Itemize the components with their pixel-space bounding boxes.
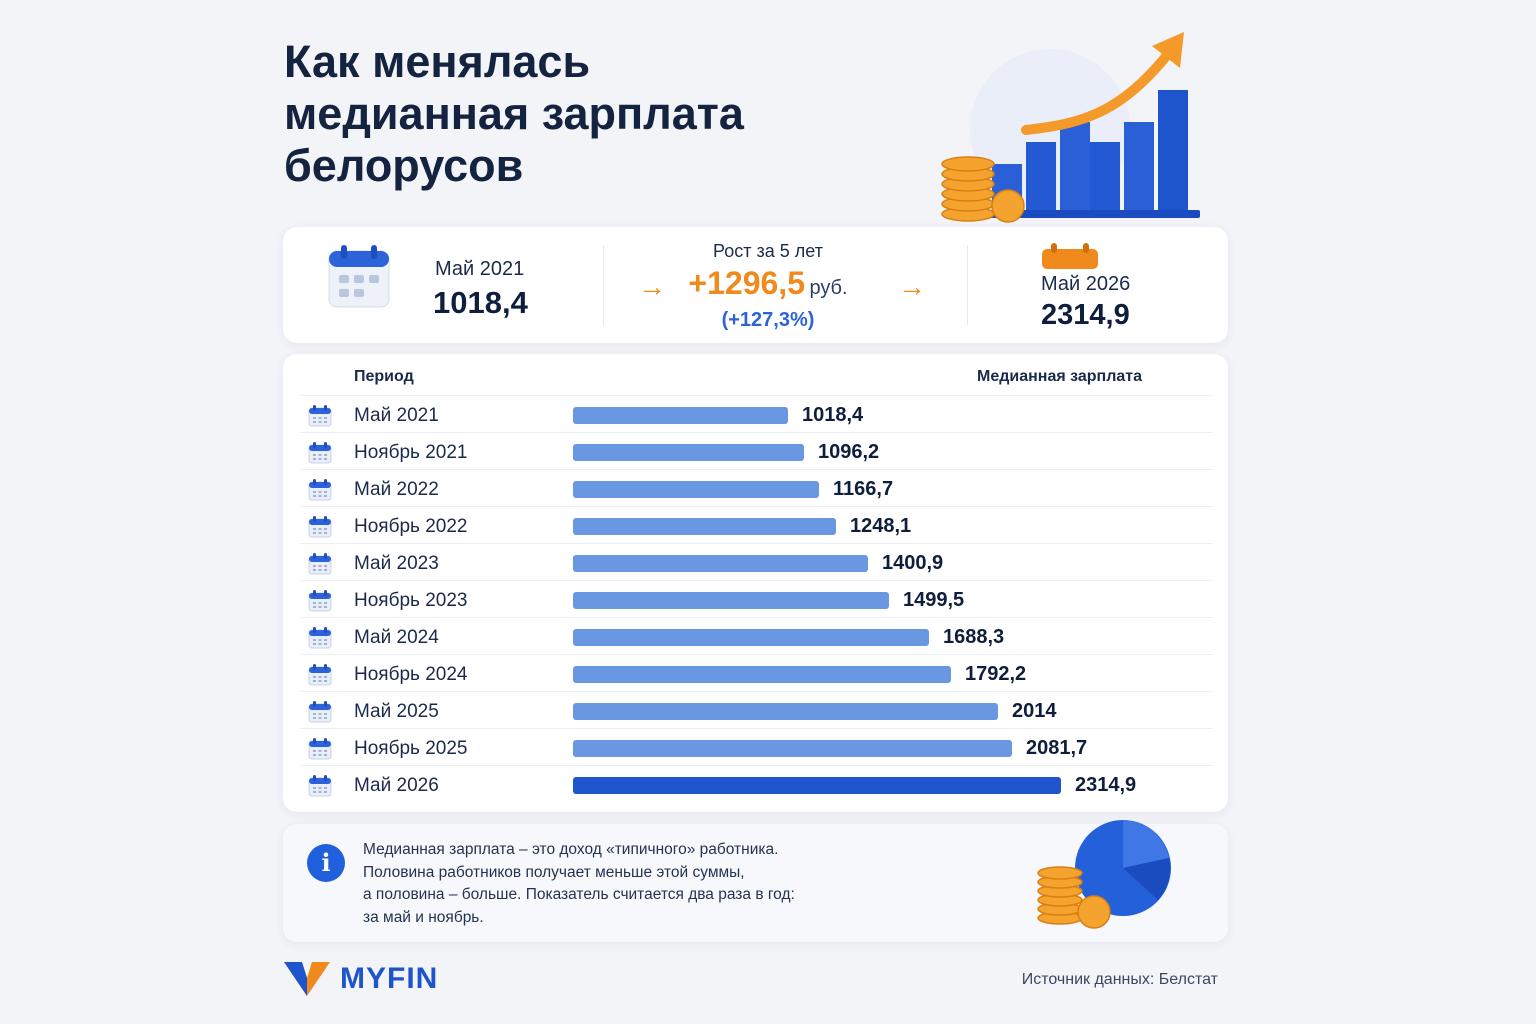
period-label: Май 2023 [354,553,439,574]
note-line-4: за май и ноябрь. [363,908,484,926]
salary-value: 2314,9 [1075,774,1137,796]
table-row: Ноябрь 2024 1792,2 [300,654,1213,691]
calendar-icon [308,405,332,427]
salary-table-card: Период Медианная зарплата Май 2021 1018,4… [283,354,1228,812]
info-note-card: i Медианная зарплата – это доход «типичн… [283,820,1228,942]
summary-card: Май 2021 1018,4 → Рост за 5 лет +1296,5 … [283,227,1228,343]
salary-value: 2081,7 [1026,737,1088,759]
summary-divider [967,245,968,325]
growth-label: Рост за 5 лет [713,241,823,261]
calendar-icon [308,627,332,649]
salary-bar [573,592,889,609]
period-label: Май 2021 [354,405,439,426]
note-line-3: а половина – больше. Показатель считаетс… [363,886,795,903]
brand-name: MYFIN [340,962,439,995]
salary-value: 1248,1 [850,515,912,537]
note-text: Медианная зарплата – это доход «типичног… [363,839,795,929]
period-label: Ноябрь 2022 [354,516,468,537]
table-row: Май 2025 2014 [300,691,1213,728]
salary-bar [573,518,836,535]
table-row: Май 2021 1018,4 [300,395,1213,432]
salary-bar [573,444,804,461]
note-line-2: Половина работников получает меньше этой… [363,863,745,881]
salary-value: 1018,4 [802,404,864,426]
start-period-label: Май 2021 [435,258,525,280]
salary-value: 1792,2 [965,663,1027,685]
calendar-icon [1042,243,1098,269]
salary-value: 1400,9 [882,552,944,574]
arrow-right-icon: → [638,271,666,302]
page-title-line-2: медианная зарплата [284,88,744,139]
period-label: Ноябрь 2023 [354,590,468,611]
calendar-icon [308,516,332,538]
myfin-logo-mark [284,962,330,996]
period-label: Май 2022 [354,479,439,500]
column-header-salary: Медианная зарплата [977,368,1142,385]
period-label: Май 2025 [354,701,439,722]
calendar-icon [308,775,332,797]
calendar-icon [328,245,390,308]
period-label: Ноябрь 2021 [354,442,468,463]
table-row: Ноябрь 2022 1248,1 [300,506,1213,543]
salary-bar [573,703,998,720]
summary-divider [603,245,604,325]
calendar-icon [308,442,332,464]
salary-bar [573,666,951,683]
data-source: Источник данных: Белстат [1021,971,1218,988]
salary-bar [573,777,1061,794]
start-salary-value: 1018,4 [433,285,528,320]
salary-bar [573,555,868,572]
salary-rows: Май 2021 1018,4 Ноябрь 2021 1096,2 Май 2022 1… [300,395,1213,802]
table-row: Ноябрь 2025 2081,7 [300,728,1213,765]
calendar-icon [308,590,332,612]
table-row: Май 2022 1166,7 [300,469,1213,506]
salary-value: 1688,3 [943,626,1005,648]
calendar-icon [308,664,332,686]
table-row: Ноябрь 2021 1096,2 [300,432,1213,469]
growth-chart-illustration [941,32,1200,223]
calendar-icon [308,701,332,723]
end-salary-value: 2314,9 [1041,299,1130,331]
page-title-line-1: Как менялась [284,36,591,87]
table-row: Май 2023 1400,9 [300,543,1213,580]
period-label: Май 2026 [354,775,439,796]
page-title: Как менялась медианная зарплата белорусо… [284,36,924,192]
growth-value: +1296,5 [688,265,805,301]
growth-amount: +1296,5 руб. [623,265,913,302]
growth-percent: (+127,3%) [721,309,815,331]
arrow-right-icon: → [898,271,926,302]
period-label: Ноябрь 2025 [354,738,468,759]
page-title-line-3: белорусов [284,140,524,191]
pie-coins-illustration [1037,820,1171,929]
table-row: Май 2026 2314,9 [300,765,1213,802]
salary-value: 1166,7 [833,478,894,500]
growth-unit: руб. [809,277,848,299]
salary-bar [573,481,819,498]
salary-value: 2014 [1012,700,1057,722]
calendar-icon [308,479,332,501]
salary-bar [573,407,788,424]
table-row: Ноябрь 2023 1499,5 [300,580,1213,617]
salary-value: 1499,5 [903,589,965,611]
salary-value: 1096,2 [818,441,880,463]
calendar-icon [308,553,332,575]
end-period-label: Май 2026 [1041,273,1131,295]
period-label: Май 2024 [354,627,439,648]
period-label: Ноябрь 2024 [354,664,468,685]
column-header-period: Период [354,368,414,385]
note-line-1: Медианная зарплата – это доход «типичног… [363,841,779,858]
table-row: Май 2024 1688,3 [300,617,1213,654]
salary-bar [573,629,929,646]
info-icon: i [307,844,345,882]
calendar-icon [308,738,332,760]
salary-bar [573,740,1012,757]
